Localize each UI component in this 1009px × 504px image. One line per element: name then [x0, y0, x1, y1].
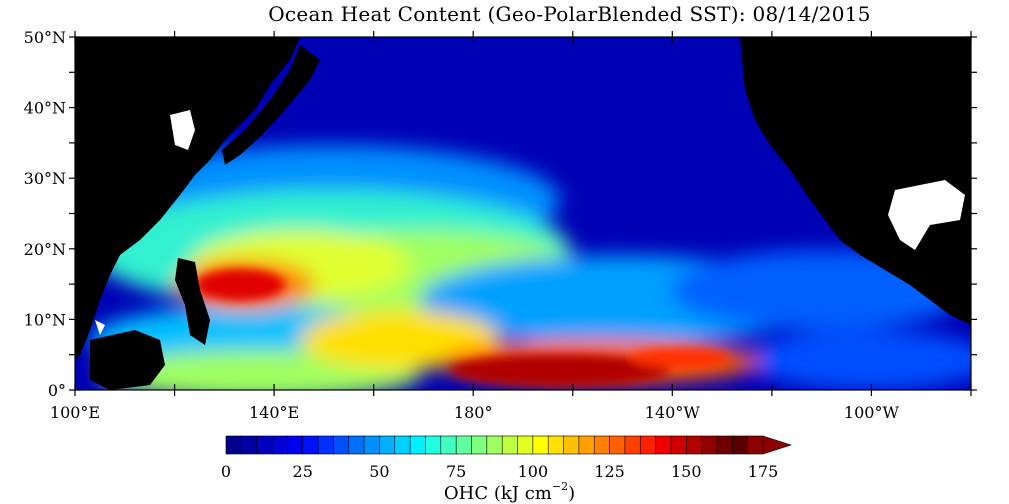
colorbar-cell [547, 435, 565, 455]
colorbar-tick-label: 100 [518, 462, 549, 481]
land-philippines [175, 258, 210, 345]
colorbar-cell [747, 435, 764, 455]
colorbar-label-exponent: −2 [551, 480, 569, 493]
colorbar-cell [655, 435, 672, 455]
colorbar-cell [532, 435, 549, 455]
colorbar-label: OHC (kJ cm−2) [0, 480, 1009, 504]
colorbar-cell [624, 435, 641, 455]
ohc-hotspots [195, 269, 730, 386]
colorbar-tick-label: 0 [221, 462, 231, 481]
colorbar-cell [609, 435, 626, 455]
colorbar-tick-label: 75 [446, 462, 466, 481]
land [75, 37, 971, 390]
colorbar-cell [563, 435, 580, 455]
colorbar-cell [333, 435, 350, 455]
lat-label-50n: 50°N [24, 28, 66, 47]
colorbar-tick-label: 125 [594, 462, 625, 481]
colorbar-cell [241, 435, 258, 455]
colorbar-label-end: ) [568, 483, 576, 504]
missing-south-china-coast [95, 320, 105, 335]
colorbar-cell [348, 435, 365, 455]
chart-title: Ocean Heat Content (Geo-PolarBlended SST… [268, 2, 871, 26]
colorbar-cell [379, 435, 396, 455]
colorbar-cell [670, 435, 687, 455]
colorbar-cell [440, 435, 457, 455]
colorbar-cell [225, 435, 242, 455]
missing-gulf-of-mexico [888, 180, 965, 250]
colorbar-tick-label: 50 [369, 462, 389, 481]
colorbar-cell [486, 435, 503, 455]
colorbar-cell [394, 435, 411, 455]
colorbar-cell [578, 435, 595, 455]
colorbar-cell [317, 435, 334, 455]
colorbar-cell [455, 435, 473, 455]
colorbar-cell [471, 435, 488, 455]
colorbar-cell [732, 435, 749, 455]
colorbar-cell [425, 435, 442, 455]
colorbar [225, 435, 792, 455]
colorbar-cell [287, 435, 304, 455]
lon-ticks [74, 31, 972, 396]
colorbar-cell [517, 435, 534, 455]
lon-label-100e: 100°E [50, 403, 100, 422]
colorbar-cell [593, 435, 611, 455]
lat-label-40n: 40°N [24, 99, 66, 118]
missing-bohai [170, 110, 195, 150]
colorbar-cell [256, 435, 273, 455]
land-japan [222, 45, 320, 165]
lon-label-140e: 140°E [249, 403, 299, 422]
colorbar-tick-label: 175 [748, 462, 779, 481]
colorbar-cell [271, 435, 288, 455]
colorbar-cell [302, 435, 319, 455]
colorbar-cell [639, 435, 657, 455]
colorbar-tick-label: 25 [293, 462, 313, 481]
land-borneo [90, 330, 165, 390]
colorbar-cell [409, 435, 427, 455]
lat-label-10n: 10°N [24, 310, 66, 329]
lat-label-0: 0° [48, 381, 66, 400]
land-asia [75, 37, 300, 360]
lat-label-20n: 20°N [24, 240, 66, 259]
missing-data [95, 110, 965, 335]
colorbar-cell [716, 435, 733, 455]
land-north-america [740, 37, 971, 325]
colorbar-overflow-arrow [762, 435, 792, 455]
colorbar-ticks: 0 25 50 75 100 125 150 175 [221, 462, 778, 481]
lat-label-30n: 30°N [24, 169, 66, 188]
colorbar-cell [501, 435, 519, 455]
colorbar-cell [363, 435, 381, 455]
lon-label-100w: 100°W [844, 403, 900, 422]
colorbar-label-main: OHC (kJ cm [443, 483, 552, 504]
colorbar-cell [685, 435, 703, 455]
lon-label-180: 180° [454, 403, 493, 422]
lon-label-140w: 140°W [645, 403, 701, 422]
colorbar-cell [701, 435, 718, 455]
colorbar-tick-label: 150 [671, 462, 702, 481]
ohc-field [75, 37, 971, 390]
